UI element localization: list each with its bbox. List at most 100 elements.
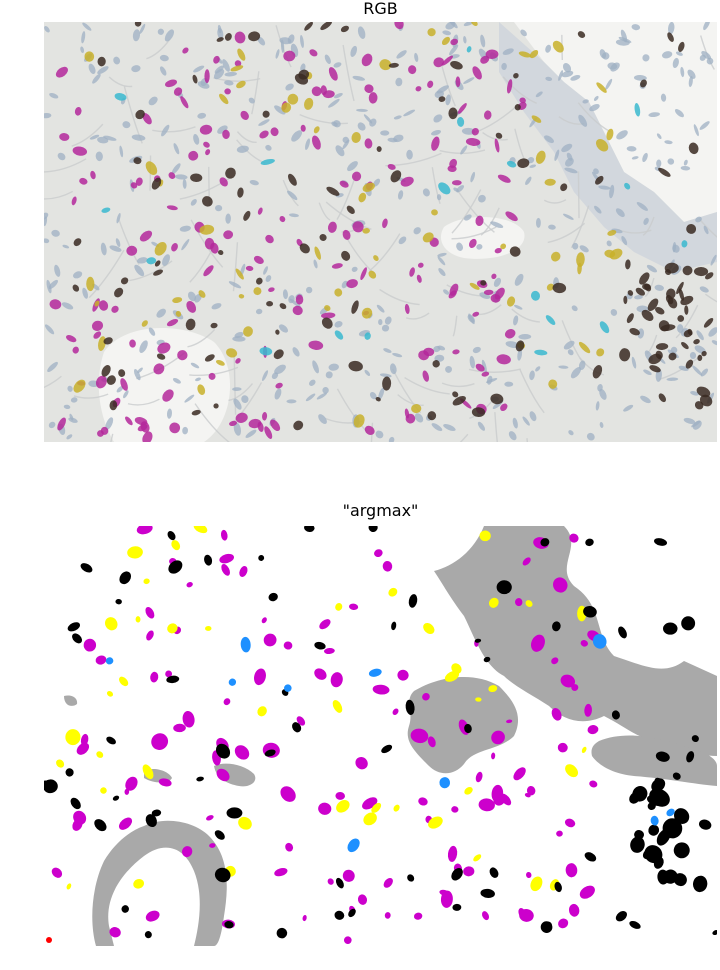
nucleus xyxy=(334,321,343,328)
magenta-class-blob xyxy=(491,752,496,760)
stroma-fiber xyxy=(480,207,500,236)
stroma-fiber xyxy=(187,329,216,348)
brown-stained-cell xyxy=(685,359,694,369)
nucleus xyxy=(257,36,266,46)
nucleus xyxy=(356,108,368,112)
argmax-class-map xyxy=(44,526,717,946)
magenta-stained-cell xyxy=(153,363,165,375)
nucleus xyxy=(116,213,121,224)
nucleus xyxy=(233,398,242,410)
nucleus xyxy=(328,98,340,108)
nucleus xyxy=(433,114,443,123)
stroma-fiber xyxy=(494,412,498,442)
yellow-stained-cell xyxy=(237,48,246,61)
nucleus xyxy=(463,36,467,44)
black-class-blob xyxy=(391,621,397,631)
yellow-stained-cell xyxy=(145,161,158,175)
brown-stained-cell xyxy=(448,107,458,120)
nucleus xyxy=(245,429,257,438)
yellow-class-blob xyxy=(423,622,435,635)
nucleus xyxy=(224,80,234,86)
yellow-stained-cell xyxy=(253,287,262,296)
nucleus xyxy=(274,105,286,115)
magenta-class-blob xyxy=(475,771,483,783)
yellow-class-blob xyxy=(332,700,343,713)
nucleus xyxy=(305,286,313,294)
nucleus xyxy=(443,423,456,432)
nucleus xyxy=(571,305,578,312)
nucleus xyxy=(572,242,579,250)
black-class-blob xyxy=(540,921,553,933)
nucleus xyxy=(431,423,443,432)
magenta-stained-cell xyxy=(360,267,367,281)
nucleus xyxy=(564,167,578,174)
nucleus xyxy=(675,51,683,56)
nucleus xyxy=(672,244,680,253)
nucleus xyxy=(570,74,581,81)
stroma-fiber xyxy=(194,403,230,442)
magenta-stained-cell xyxy=(427,80,434,89)
nucleus xyxy=(691,420,701,428)
black-class-blob xyxy=(405,699,415,715)
yellow-class-blob xyxy=(119,676,129,687)
magenta-stained-cell xyxy=(311,86,322,97)
nucleus xyxy=(696,330,704,341)
magenta-stained-cell xyxy=(484,110,492,120)
nucleus xyxy=(699,121,710,130)
nucleus xyxy=(642,152,648,163)
nucleus xyxy=(275,49,280,59)
magenta-class-blob xyxy=(124,788,130,795)
brown-stained-cell xyxy=(682,265,693,276)
yellow-stained-cell xyxy=(175,310,182,317)
magenta-stained-cell xyxy=(95,375,107,389)
black-class-blob xyxy=(348,908,356,918)
magenta-stained-cell xyxy=(165,79,178,88)
magenta-class-blob xyxy=(584,703,592,717)
stroma-fiber xyxy=(451,226,497,240)
yellow-class-blob xyxy=(66,729,75,738)
stroma-fiber xyxy=(129,260,173,282)
yellow-class-blob xyxy=(335,603,343,611)
magenta-stained-cell xyxy=(142,113,152,125)
magenta-stained-cell xyxy=(55,66,68,78)
magenta-stained-cell xyxy=(129,339,136,348)
nucleus xyxy=(139,23,146,34)
nucleus xyxy=(157,28,164,35)
nucleus xyxy=(436,85,449,94)
black-class-blob xyxy=(80,563,93,573)
nucleus xyxy=(508,431,517,441)
brown-stained-cell xyxy=(640,79,647,88)
nucleus xyxy=(44,324,55,335)
nucleus xyxy=(395,77,403,87)
nucleus xyxy=(593,168,599,175)
black-class-blob xyxy=(657,869,669,885)
stroma-fiber xyxy=(44,375,62,389)
black-class-blob xyxy=(692,875,708,893)
brown-stained-cell xyxy=(490,393,504,405)
magenta-stained-cell xyxy=(417,262,424,268)
nucleus xyxy=(300,34,304,49)
nucleus xyxy=(375,430,384,439)
magenta-class-blob xyxy=(280,786,296,802)
stroma-fiber xyxy=(44,190,74,200)
magenta-stained-cell xyxy=(204,69,210,84)
magenta-class-blob xyxy=(151,733,169,750)
nucleus xyxy=(699,286,709,293)
stroma-fiber xyxy=(452,315,458,337)
nucleus xyxy=(618,36,632,43)
nucleus xyxy=(289,298,301,308)
magenta-class-blob xyxy=(551,707,562,721)
yellow-class-blob xyxy=(444,670,460,682)
nucleus xyxy=(414,52,419,62)
brown-stained-cell xyxy=(299,243,310,254)
magenta-stained-cell xyxy=(264,426,273,439)
nucleus xyxy=(70,397,78,403)
cyan-stained-cell xyxy=(545,315,556,325)
yellow-class-blob xyxy=(135,616,141,623)
magenta-class-blob xyxy=(263,633,277,647)
stroma-fiber xyxy=(441,382,475,388)
magenta-class-blob xyxy=(283,641,293,650)
stroma-fiber xyxy=(579,357,604,376)
magenta-stained-cell xyxy=(203,265,214,277)
yellow-stained-cell xyxy=(361,307,373,319)
